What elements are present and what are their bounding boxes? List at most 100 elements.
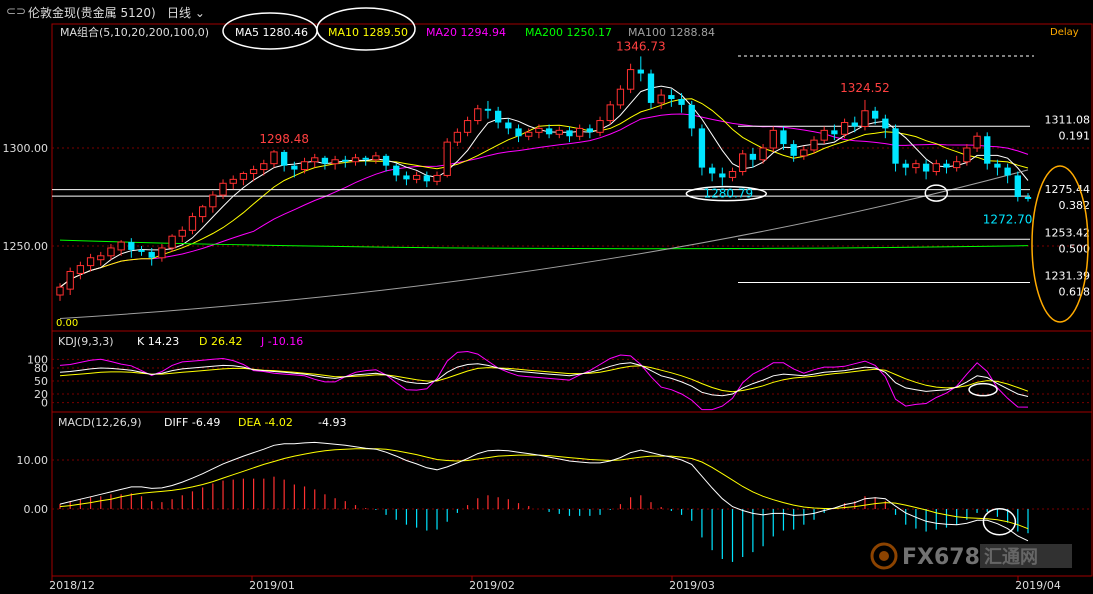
candle-body-down [719, 173, 726, 178]
candle-body-down [138, 249, 145, 252]
kdj-name-label[interactable]: KDJ(9,3,3) [58, 335, 114, 348]
kdj-j-line [59, 350, 1029, 411]
macd-diff-line [59, 441, 1029, 542]
ma200-label: MA200 1250.17 [525, 26, 612, 39]
candle-body-up [219, 182, 227, 196]
svg-text:FX678: FX678 [902, 545, 980, 570]
candle-body-down [831, 130, 838, 135]
candle-body-up [626, 69, 635, 90]
candle-body-down [637, 69, 644, 74]
candle-body-up [168, 235, 176, 249]
candle-body-down [790, 144, 797, 156]
kdj-cross-highlight-circle [968, 382, 998, 397]
fib-price-label: 1311.08 [1045, 113, 1091, 126]
candle-body-down [291, 165, 298, 170]
candle-body-down [515, 128, 522, 137]
fib-ratio-label: 0.191 [1059, 129, 1091, 142]
candle-body-up [463, 120, 472, 133]
candle-body-up [229, 178, 237, 184]
instrument-title[interactable]: 伦敦金现(贵金属 5120) [28, 6, 156, 20]
candle-body-down [494, 110, 502, 123]
candle-body-up [443, 141, 451, 176]
candle-body-down [688, 104, 695, 129]
candle-body-up [188, 216, 197, 231]
ma100-line [59, 169, 1029, 320]
candle-body-down [780, 130, 787, 145]
candle-body-up [351, 157, 360, 163]
candle-body-down [586, 128, 594, 133]
candle-body-up [249, 169, 258, 174]
macd-name-label[interactable]: MACD(12,26,9) [58, 416, 142, 429]
candle-body-up [178, 229, 186, 237]
candle-body-down [484, 108, 492, 111]
candle-body-down [1014, 175, 1021, 197]
candle-body-up [963, 147, 971, 163]
candle-body-down [668, 95, 675, 99]
price-axis: 1300.00 1250.00 [3, 142, 49, 253]
fibonacci-levels: 1311.08 0.191 1275.44 0.382 1253.42 0.500 1231… [52, 55, 1091, 323]
kdj-d-line [59, 365, 1029, 393]
kdj-k-label: K 14.23 [137, 335, 179, 348]
candle-body-down [128, 242, 135, 250]
candle-body-down [678, 99, 685, 105]
kdj-tick-label: 100 [27, 353, 48, 366]
low-highlight-circle [685, 185, 768, 202]
title-bar: ⊂⊃ 伦敦金现(贵金属 5120) 日线 ⌄ [0, 0, 1093, 24]
candle-body-up [810, 139, 818, 151]
candle-body-up [973, 135, 981, 149]
delay-badge: Delay [1050, 27, 1079, 38]
candle-body-down [342, 159, 349, 162]
candle-body-down [871, 110, 879, 119]
candle-body-down [423, 175, 430, 182]
fib-price-label: 1275.44 [1045, 183, 1091, 196]
candle-body-down [647, 73, 655, 103]
price-tick-label: 1300.00 [3, 142, 49, 155]
macd-tick-label: 10.00 [17, 454, 49, 467]
candle-body-up [107, 247, 115, 257]
candle-body-up [606, 104, 614, 122]
link-icon[interactable]: ⊂⊃ [6, 4, 27, 18]
candle-body-up [739, 153, 747, 173]
kdj-d-label: D 26.42 [199, 335, 242, 348]
grid-lines [52, 147, 1092, 247]
candle-body-up [311, 157, 319, 163]
candle-body-up [657, 94, 665, 104]
kdj-tick-label: 0 [41, 397, 48, 410]
candle-body-down [281, 151, 288, 166]
high-annotation: 1298.48 [259, 132, 309, 146]
candle-body-down [892, 128, 899, 164]
ma-group-label[interactable]: MA组合(5,10,20,200,100,0) [60, 25, 209, 39]
candle-body-up [555, 129, 563, 135]
candle-body-down [749, 153, 757, 160]
candle-body-down [943, 163, 950, 168]
candle-body-down [922, 163, 930, 172]
candle-body-up [596, 120, 604, 133]
candle-body-up [535, 127, 543, 133]
time-tick-label: 2019/04 [1015, 579, 1061, 592]
candle-body-up [198, 206, 207, 218]
period-selector[interactable]: 日线 ⌄ [167, 6, 205, 20]
fib-ratio-label: 0.382 [1059, 199, 1091, 212]
candle-body-up [912, 163, 920, 169]
candle-body-up [270, 151, 278, 165]
candle-body-up [300, 161, 309, 171]
fib-price-label: 1231.39 [1045, 269, 1091, 282]
candle-body-up [840, 122, 849, 135]
ma5-line [59, 85, 1029, 288]
candle-body-down [851, 122, 858, 127]
candlesticks[interactable] [56, 56, 1032, 301]
time-tick-label: 2019/03 [669, 579, 715, 592]
candle-body-up [616, 88, 625, 106]
candle-body-up [260, 163, 268, 171]
candle-body-down [393, 165, 400, 176]
candle-body-down [994, 163, 1001, 168]
candle-body-up [433, 174, 441, 182]
macd-tick-label: 0.00 [24, 503, 49, 516]
candle-body-down [882, 118, 889, 129]
low-annotation: 1272.70 [983, 213, 1033, 227]
high-annotation: 1324.52 [840, 81, 890, 95]
ma-cross-highlight-circle [924, 184, 949, 202]
candle-body-up [576, 127, 584, 137]
